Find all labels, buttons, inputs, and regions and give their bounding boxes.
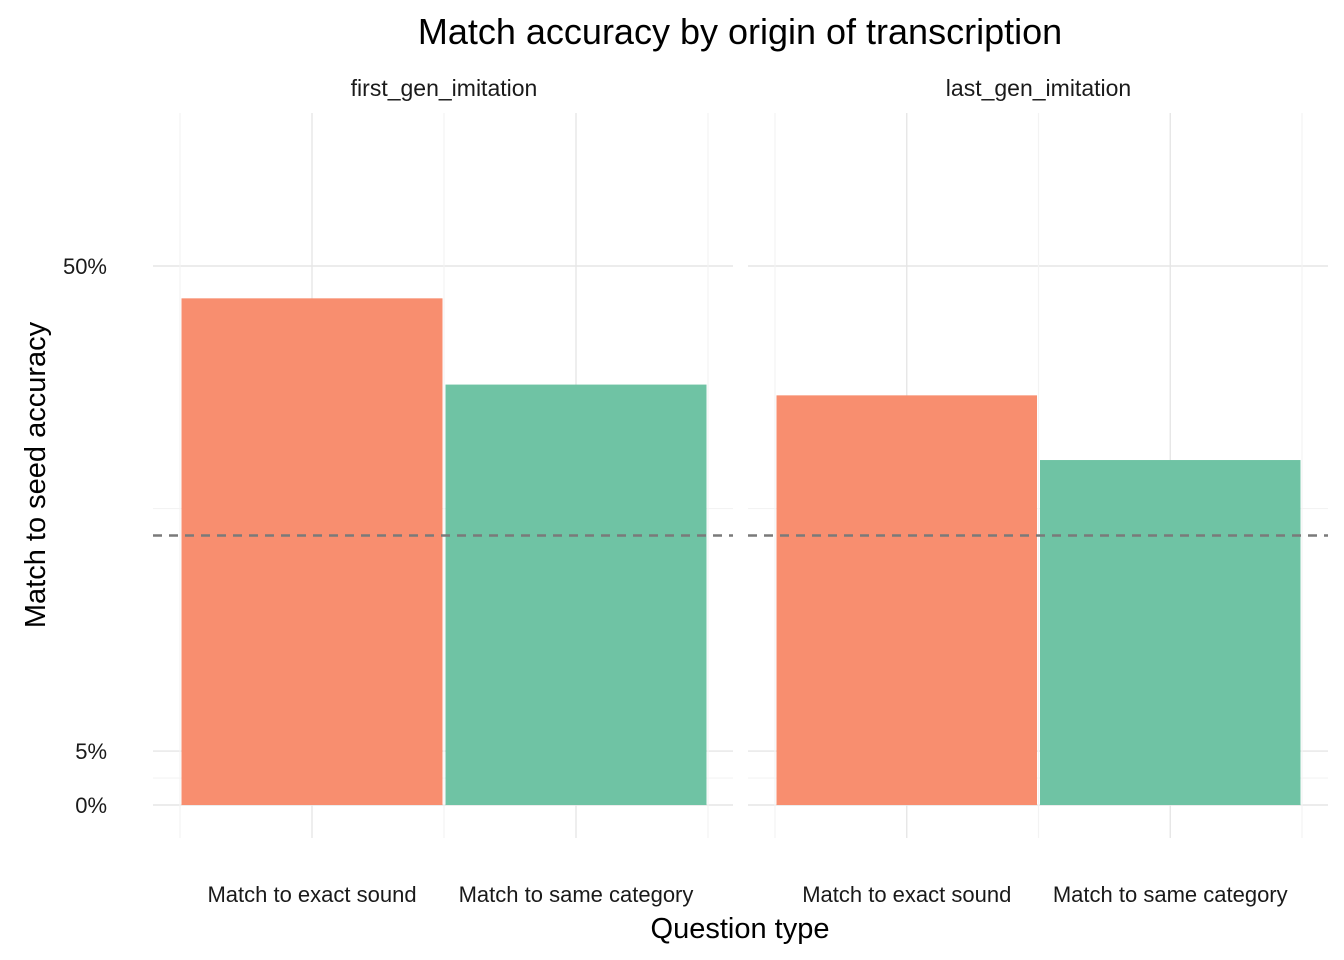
facet-label: last_gen_imitation <box>946 75 1131 101</box>
bar-last_gen_imitation-1 <box>1040 460 1301 805</box>
bar-layer <box>181 298 1301 805</box>
x-tick-label: Match to same category <box>459 882 694 907</box>
chart-title: Match accuracy by origin of transcriptio… <box>418 11 1062 52</box>
x-tick-label: Match to same category <box>1053 882 1288 907</box>
bar-first_gen_imitation-1 <box>445 384 707 805</box>
label-layer: first_gen_imitation Match to exact sound M… <box>63 75 1288 907</box>
bar-last_gen_imitation-0 <box>776 395 1037 805</box>
facet-label: first_gen_imitation <box>351 75 538 101</box>
y-tick-label: 5% <box>75 739 107 764</box>
y-tick-label: 0% <box>75 793 107 818</box>
x-tick-label: Match to exact sound <box>802 882 1011 907</box>
x-axis-title: Question type <box>651 913 830 945</box>
bar-first_gen_imitation-0 <box>181 298 443 805</box>
y-axis-title: Match to seed accuracy <box>20 321 52 628</box>
y-tick-label: 50% <box>63 254 107 279</box>
x-tick-label: Match to exact sound <box>207 882 416 907</box>
